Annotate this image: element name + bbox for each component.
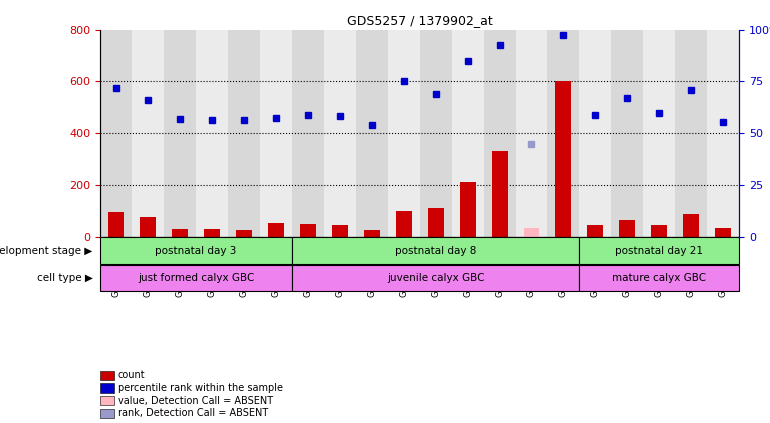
Bar [100, 265, 292, 291]
Bar [460, 182, 476, 237]
Bar [683, 214, 699, 237]
Bar [451, 30, 484, 237]
Bar [675, 30, 707, 237]
Bar [547, 30, 580, 237]
Bar [396, 211, 412, 237]
Bar [484, 30, 516, 237]
Bar [707, 30, 739, 237]
Bar [611, 30, 644, 237]
Title: GDS5257 / 1379902_at: GDS5257 / 1379902_at [346, 14, 493, 27]
Text: value, Detection Call = ABSENT: value, Detection Call = ABSENT [118, 396, 273, 406]
Bar [715, 228, 732, 237]
Bar [228, 30, 260, 237]
Bar [524, 228, 540, 237]
Bar [300, 224, 316, 237]
Bar [140, 217, 156, 237]
Text: postnatal day 21: postnatal day 21 [615, 246, 703, 255]
Bar [108, 212, 124, 237]
Bar [292, 30, 324, 237]
Text: development stage ▶: development stage ▶ [0, 246, 92, 255]
Bar [579, 30, 611, 237]
Bar [516, 30, 547, 237]
Text: postnatal day 8: postnatal day 8 [395, 246, 477, 255]
Bar [619, 220, 635, 237]
Bar [172, 229, 188, 237]
Text: rank, Detection Call = ABSENT: rank, Detection Call = ABSENT [118, 408, 268, 418]
Bar [420, 30, 451, 237]
Bar [236, 231, 252, 237]
Bar [356, 30, 387, 237]
Bar [323, 30, 356, 237]
Text: cell type ▶: cell type ▶ [36, 273, 92, 283]
Bar [204, 229, 220, 237]
Bar [332, 225, 348, 237]
Bar [588, 225, 604, 237]
Text: juvenile calyx GBC: juvenile calyx GBC [387, 273, 484, 283]
Bar [555, 81, 571, 237]
Bar [292, 237, 579, 264]
Text: mature calyx GBC: mature calyx GBC [612, 273, 706, 283]
Bar [164, 30, 196, 237]
Bar [643, 30, 675, 237]
Bar [524, 228, 540, 237]
Bar [491, 151, 507, 237]
Bar [196, 30, 228, 237]
Bar [579, 265, 739, 291]
Bar [651, 225, 668, 237]
Bar [388, 30, 420, 237]
Bar [363, 231, 380, 237]
Text: count: count [118, 370, 146, 380]
Text: just formed calyx GBC: just formed calyx GBC [138, 273, 254, 283]
Bar [100, 237, 292, 264]
Bar [579, 237, 739, 264]
Text: percentile rank within the sample: percentile rank within the sample [118, 383, 283, 393]
Bar [260, 30, 292, 237]
Bar [427, 209, 444, 237]
Bar [132, 30, 164, 237]
Bar [268, 222, 284, 237]
Bar [292, 265, 579, 291]
Text: postnatal day 3: postnatal day 3 [156, 246, 236, 255]
Bar [100, 30, 132, 237]
